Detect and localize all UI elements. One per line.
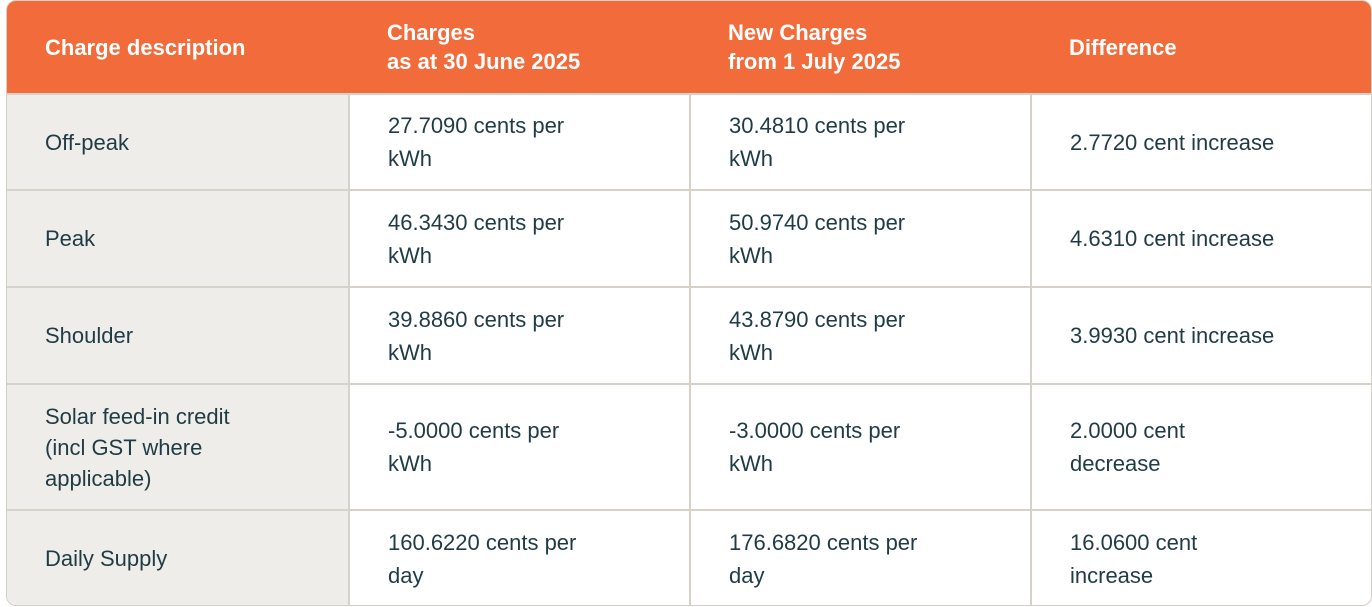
cell-text: 43.8790 cents per [729,306,906,332]
cell-description: Daily Supply [7,509,349,605]
cell-text: day [388,562,424,588]
cell-text: Solar feed-in credit [45,403,230,429]
cell-difference: 2.0000 cent decrease [1030,383,1371,510]
cell-new-charge: 176.6820 cents per day [689,509,1031,605]
table-row: Shoulder 39.8860 cents per kWh 43.8790 c… [7,286,1371,384]
cell-text: increase [1070,562,1154,588]
cell-new-charge: -3.0000 cents per kWh [689,383,1031,510]
cell-text: applicable) [45,465,152,491]
cell-text: kWh [729,242,773,268]
table-body: Off-peak 27.7090 cents per kWh 30.4810 c… [7,93,1371,605]
table-row: Off-peak 27.7090 cents per kWh 30.4810 c… [7,93,1371,190]
cell-text: kWh [729,451,773,476]
cell-description: Peak [7,189,349,287]
cell-text: 46.3430 cents per [388,209,565,235]
cell-new-charge: 43.8790 cents per kWh [689,286,1031,384]
cell-new-charge: 50.9740 cents per kWh [689,189,1031,287]
cell-text: 3.9930 cent increase [1070,323,1275,348]
cell-difference: 3.9930 cent increase [1030,286,1371,384]
header-text: Difference [1069,34,1177,60]
cell-text: kWh [729,339,773,365]
cell-text: 176.6820 cents per [729,529,918,555]
cell-text: Shoulder [45,323,134,348]
header-row: Charge description Charges as at 30 June… [7,1,1371,94]
cell-text: 27.7090 cents per [388,113,565,138]
table-header: Charge description Charges as at 30 June… [7,1,1371,94]
cell-text: Daily Supply [45,546,168,571]
header-text: New Charges [728,20,868,45]
header-charge-description: Charge description [7,1,349,94]
cell-description: Solar feed-in credit (incl GST where app… [7,383,349,510]
header-text: from 1 July 2025 [728,49,901,74]
cell-new-charge: 30.4810 cents per kWh [689,93,1031,190]
header-text: Charge description [45,34,246,60]
cell-text: 2.0000 cent [1070,418,1185,443]
cell-text: Peak [45,226,96,251]
cell-text: (incl GST where [45,434,203,460]
cell-text: 39.8860 cents per [388,306,565,332]
cell-text: 16.0600 cent [1070,529,1198,555]
cell-current-charge: 160.6220 cents per day [348,509,690,605]
cell-text: kWh [388,146,432,171]
cell-current-charge: 27.7090 cents per kWh [348,93,690,190]
cell-text: 160.6220 cents per [388,529,577,555]
header-text: as at 30 June 2025 [387,49,581,74]
cell-description: Shoulder [7,286,349,384]
cell-text: 50.9740 cents per [729,209,906,235]
cell-current-charge: 46.3430 cents per kWh [348,189,690,287]
cell-text: kWh [388,339,432,365]
cell-difference: 2.7720 cent increase [1030,93,1371,190]
cell-text: -3.0000 cents per [729,418,901,443]
header-new-charges: New Charges from 1 July 2025 [690,1,1031,94]
cell-current-charge: 39.8860 cents per kWh [348,286,690,384]
cell-text: kWh [388,451,432,476]
cell-text: 2.7720 cent increase [1070,129,1275,155]
header-current-charges: Charges as at 30 June 2025 [349,1,690,94]
cell-text: kWh [729,146,773,171]
cell-description: Off-peak [7,93,349,190]
table-row: Peak 46.3430 cents per kWh 50.9740 cents… [7,189,1371,287]
table-row: Daily Supply 160.6220 cents per day 176.… [7,509,1371,605]
charges-table: Charge description Charges as at 30 June… [7,1,1371,605]
cell-current-charge: -5.0000 cents per kWh [348,383,690,510]
cell-text: kWh [388,242,432,268]
table-row: Solar feed-in credit (incl GST where app… [7,383,1371,510]
header-text: Charges [387,20,476,45]
cell-text: day [729,562,765,588]
cell-text: 30.4810 cents per [729,113,906,138]
cell-text: 4.6310 cent increase [1070,226,1275,251]
charges-table-container: Charge description Charges as at 30 June… [6,0,1372,606]
header-difference: Difference [1031,1,1371,94]
cell-text: decrease [1070,451,1161,476]
cell-text: Off-peak [45,129,129,155]
cell-text: -5.0000 cents per [388,418,560,443]
cell-difference: 16.0600 cent increase [1030,509,1371,605]
cell-difference: 4.6310 cent increase [1030,189,1371,287]
